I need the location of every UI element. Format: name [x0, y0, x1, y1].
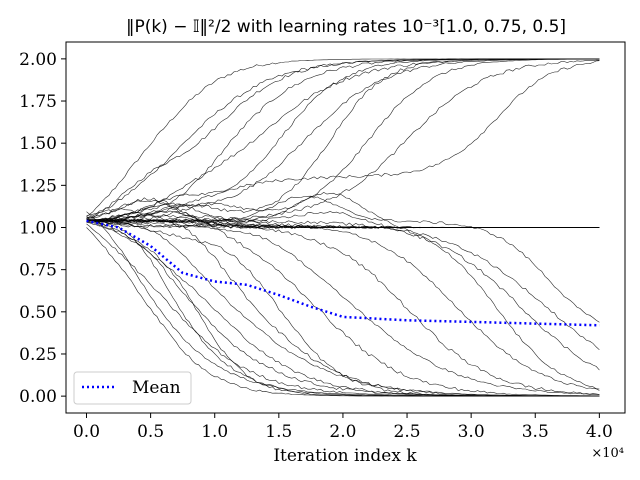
- y-tick-label: 0.50: [19, 303, 57, 323]
- legend-box: [73, 371, 192, 405]
- x-axis-offset-label: ×10⁴: [591, 446, 624, 461]
- x-tick-label: 2.0: [329, 422, 356, 442]
- y-tick-label: 1.50: [19, 134, 57, 154]
- trajectory-line: [86, 219, 600, 397]
- x-tick-label: 4.0: [586, 422, 613, 442]
- trajectory-line: [86, 58, 600, 222]
- trajectory-line: [86, 218, 600, 397]
- trajectory-line: [86, 215, 600, 229]
- x-tick-label: 3.0: [458, 422, 485, 442]
- y-tick-label: 1.00: [19, 219, 57, 239]
- x-axis-ticks: 0.0 0.5 1.0 1.5 2.0 2.5 3.0 3.5 4.0: [73, 413, 613, 442]
- trajectory-line: [86, 60, 600, 221]
- trajectory-line: [86, 223, 600, 397]
- trajectory-line: [86, 202, 600, 229]
- y-tick-label: 0.25: [19, 345, 57, 365]
- trajectory-line: [86, 58, 600, 221]
- trajectory-line: [86, 58, 600, 221]
- legend-mean-label: Mean: [132, 378, 181, 398]
- trajectory-line: [86, 58, 600, 222]
- trajectory-line: [86, 219, 600, 397]
- trajectory-line: [86, 219, 600, 391]
- y-tick-label: 0.75: [19, 261, 57, 281]
- legend: Mean: [73, 371, 192, 405]
- y-axis-ticks: 0.00 0.25 0.50 0.75 1.00 1.25 1.50 1.75 2.00: [19, 50, 66, 407]
- y-tick-label: 1.75: [19, 92, 57, 112]
- x-tick-label: 3.5: [522, 422, 549, 442]
- trajectory-line: [86, 192, 600, 390]
- trajectory-line: [86, 216, 600, 397]
- trajectory-line: [86, 59, 600, 223]
- x-tick-label: 2.5: [394, 422, 421, 442]
- trajectory-line: [86, 58, 600, 219]
- trajectory-line: [86, 210, 600, 397]
- trajectory-line: [86, 219, 600, 397]
- trajectory-line: [86, 58, 600, 218]
- trajectory-line: [86, 58, 600, 222]
- chart-title: ‖P(k) − 𝕀‖²/2 with learning rates 10⁻³[1…: [126, 17, 566, 37]
- y-tick-label: 1.25: [19, 176, 57, 196]
- trajectory-lines: [86, 58, 600, 397]
- trajectory-line: [86, 219, 600, 351]
- x-tick-label: 0.5: [137, 422, 164, 442]
- x-tick-label: 0.0: [73, 422, 100, 442]
- trajectory-line: [86, 220, 600, 397]
- y-tick-label: 2.00: [19, 50, 57, 70]
- mean-line: [86, 219, 600, 327]
- trajectory-line: [86, 219, 600, 395]
- trajectory-line: [86, 211, 600, 371]
- trajectory-line: [86, 58, 600, 223]
- x-axis-label: Iteration index k: [273, 446, 417, 466]
- trajectory-line: [86, 211, 600, 397]
- trajectory-line: [86, 219, 600, 395]
- mean-series: [86, 219, 600, 327]
- y-tick-label: 0.00: [19, 387, 57, 407]
- trajectory-line: [86, 195, 600, 323]
- x-tick-label: 1.0: [201, 422, 228, 442]
- x-tick-label: 1.5: [265, 422, 292, 442]
